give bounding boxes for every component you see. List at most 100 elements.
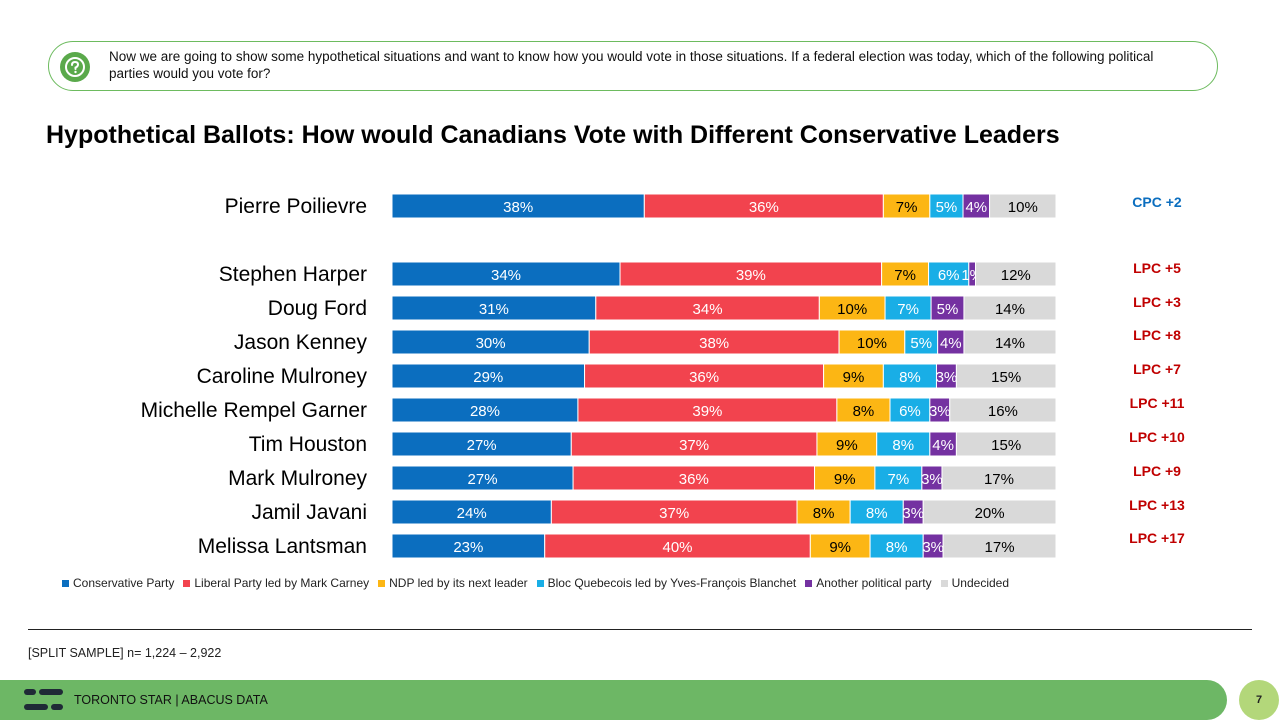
data-label: 17% [984,471,1014,488]
data-label: 14% [995,335,1025,352]
data-label: 8% [813,505,835,522]
data-label: 8% [899,369,921,386]
lead-label: LPC +11 [1130,395,1185,411]
bar-segment [588,329,840,355]
data-label: 3% [922,539,944,556]
legend-label: NDP led by its next leader [389,576,528,590]
bar-segment [922,499,1057,525]
bar-segment [889,397,931,423]
legend-label: Conservative Party [73,576,175,590]
data-label: 7% [897,301,919,318]
bar-segment [814,465,876,491]
data-label: 10% [837,301,867,318]
lead-label: LPC +7 [1133,361,1181,377]
question-box: Now we are going to show some hypothetic… [48,41,1218,91]
bar-segment [962,193,991,219]
divider [28,629,1252,630]
bar-segment [930,295,965,321]
data-label: 6% [938,267,960,284]
bar-segment [975,261,1057,287]
bar-segment [963,329,1057,355]
legend-swatch [378,579,386,587]
legend-label: Another political party [816,576,932,590]
category-label: Mark Mulroney [228,467,367,490]
bar-segment [391,193,645,219]
legend-item: Conservative Party [62,576,174,590]
bar-segment [884,295,932,321]
data-label: 5% [936,199,958,216]
legend-swatch [805,579,813,587]
legend-swatch [183,579,191,587]
data-label: 3% [929,403,951,420]
data-label: 36% [749,199,779,216]
data-label: 3% [902,505,924,522]
legend-swatch [940,579,948,587]
data-label: 24% [457,505,487,522]
data-label: 23% [453,539,483,556]
bar-segment [904,329,939,355]
lead-label: LPC +17 [1129,530,1185,546]
data-label: 28% [470,403,500,420]
lead-label: CPC +2 [1132,194,1182,210]
data-label: 9% [836,437,858,454]
bar-segment [391,499,552,525]
footer-bar [0,680,1227,720]
bar-segment [881,261,930,287]
data-label: 6% [899,403,921,420]
data-label: 34% [693,301,723,318]
bar-segment [391,533,546,559]
lead-label: LPC +13 [1129,497,1185,513]
data-label: 38% [699,335,729,352]
data-label: 37% [679,437,709,454]
data-label: 14% [995,301,1025,318]
bar-segment [809,533,871,559]
data-label: 29% [473,369,503,386]
data-label: 40% [663,539,693,556]
legend-swatch [62,579,69,587]
bar-segment [577,397,838,423]
abacus-logo-icon [24,688,64,712]
data-label: 7% [896,199,918,216]
bar-segment [818,295,886,321]
bar-segment [391,431,572,457]
legend-label: Liberal Party led by Mark Carney [194,576,370,590]
data-label: 5% [910,335,932,352]
bar-segment [391,397,579,423]
chart-legend: Conservative Party Liberal Party led by M… [62,575,1018,591]
data-label: 31% [479,301,509,318]
data-label: 12% [1001,267,1031,284]
lead-label: LPC +9 [1133,463,1181,479]
footer-text: TORONTO STAR | ABACUS DATA [74,693,268,707]
question-bubble-icon [60,52,90,82]
bar-segment [955,363,1057,389]
bar-segment [882,193,931,219]
sample-note: [SPLIT SAMPLE] n= 1,224 – 2,922 [28,646,222,660]
data-label: 4% [932,437,954,454]
bar-segment [955,431,1057,457]
data-label: 20% [975,505,1005,522]
page-number: 7 [1239,680,1279,720]
data-label: 39% [736,267,766,284]
bar-segment [949,397,1057,423]
category-label: Jamil Javani [251,501,367,524]
category-label: Stephen Harper [219,263,367,286]
bar-segment [643,193,884,219]
bar-segment [869,533,924,559]
bar-segment [849,499,904,525]
bar-segment [989,193,1057,219]
lead-label: LPC +3 [1133,294,1181,310]
bar-segment [963,295,1057,321]
data-label: 36% [689,369,719,386]
data-label: 17% [985,539,1015,556]
data-label: 7% [894,267,916,284]
chart-title: Hypothetical Ballots: How would Canadian… [46,121,1060,149]
data-label: 8% [866,505,888,522]
data-label: 36% [679,471,709,488]
category-label: Melissa Lantsman [198,535,367,558]
data-label: 9% [834,471,856,488]
data-label: 27% [468,471,498,488]
lead-label: LPC +10 [1129,429,1185,445]
data-label: 7% [888,471,910,488]
legend-swatch [536,579,544,587]
data-label: 16% [988,403,1018,420]
